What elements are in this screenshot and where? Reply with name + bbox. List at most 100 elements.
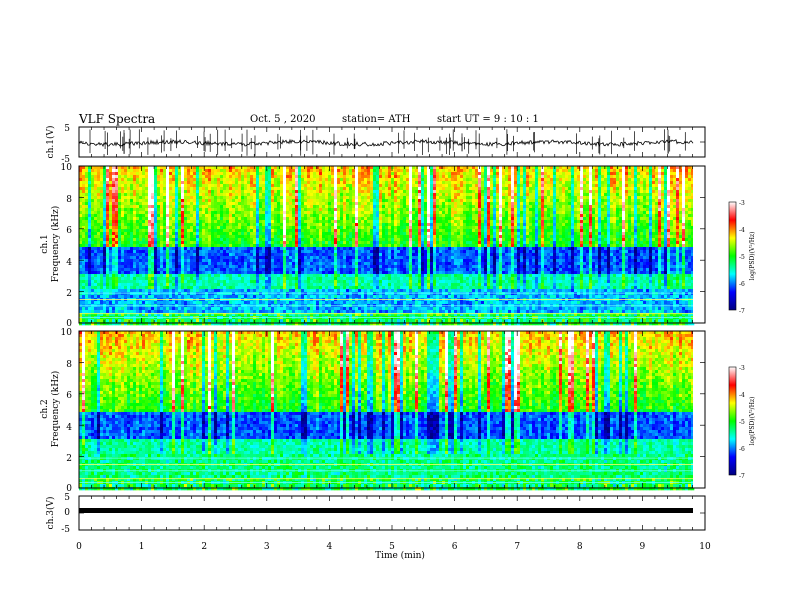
spectrogram-cell [307, 205, 310, 208]
spectrogram-cell [331, 232, 334, 235]
spectrogram-cell [262, 208, 265, 211]
spectrogram-cell [250, 211, 253, 214]
spectrogram-cell [577, 226, 580, 229]
spectrogram-cell [412, 181, 415, 184]
spectrogram-cell [463, 193, 466, 196]
spectrogram-cell [622, 175, 625, 178]
spectrogram-cell [217, 226, 220, 229]
spectrogram-cell [526, 199, 529, 202]
spectrogram-cell [529, 175, 532, 178]
spectrogram-cell [331, 235, 334, 238]
spectrogram-cell [214, 211, 217, 214]
spectrogram-cell [478, 220, 481, 223]
spectrogram-cell [556, 190, 559, 193]
spectrogram-cell [508, 169, 511, 172]
spectrogram-cell [415, 199, 418, 202]
spectrogram-cell [610, 184, 613, 187]
spectrogram-cell [586, 229, 589, 232]
spectrogram-cell [409, 214, 412, 217]
spectrogram-cell [631, 220, 634, 223]
spectrogram-cell [310, 223, 313, 226]
spectrogram-cell [232, 208, 235, 211]
spectrogram-cell [340, 229, 343, 232]
spectrogram-cell [307, 196, 310, 199]
spectrogram-cell [415, 226, 418, 229]
spectrogram-cell [328, 202, 331, 205]
spectrogram-cell [616, 229, 619, 232]
spectrogram-cell [493, 196, 496, 199]
spectrogram-cell [643, 172, 646, 175]
spectrogram-cell [220, 235, 223, 238]
spectrogram-cell [163, 169, 166, 172]
spectrogram-cell [556, 214, 559, 217]
spectrogram-cell [601, 175, 604, 178]
spectrogram-cell [262, 199, 265, 202]
spectrogram-cell [262, 232, 265, 235]
spectrogram-cell [484, 217, 487, 220]
spectrogram-cell [160, 226, 163, 229]
spectrogram-cell [307, 208, 310, 211]
spectrogram-cell [100, 223, 103, 226]
spectrogram-cell [196, 199, 199, 202]
spectrogram-cell [115, 235, 118, 238]
spectrogram-cell [352, 172, 355, 175]
spectrogram-cell [442, 229, 445, 232]
spectrogram-cell [223, 214, 226, 217]
spectrogram-cell [433, 196, 436, 199]
spectrogram-cell [112, 181, 115, 184]
spectrogram-cell [544, 172, 547, 175]
spectrogram-cell [337, 190, 340, 193]
spectrogram-cell [547, 178, 550, 181]
spectrogram-cell [421, 172, 424, 175]
spectrogram-cell [598, 175, 601, 178]
spectrogram-cell [448, 217, 451, 220]
spectrogram-cell [235, 169, 238, 172]
spectrogram-cell [295, 172, 298, 175]
spectrogram-cell [109, 184, 112, 187]
spectrogram-cell [379, 211, 382, 214]
spectrogram-cell [232, 187, 235, 190]
spectrogram-cell [628, 190, 631, 193]
spectrogram-cell [592, 190, 595, 193]
spectrogram-cell [214, 187, 217, 190]
spectrogram-cell [121, 214, 124, 217]
spectrogram-cell [409, 169, 412, 172]
spectrogram-cell [304, 172, 307, 175]
spectrogram-cell [562, 190, 565, 193]
spectrogram-cell [676, 229, 679, 232]
spectrogram-cell [82, 175, 85, 178]
spectrogram-cell [85, 172, 88, 175]
spectrogram-cell [682, 220, 685, 223]
spectrogram-cell [82, 217, 85, 220]
spectrogram-cell [127, 184, 130, 187]
spectrogram-cell [439, 175, 442, 178]
spectrogram-cell [601, 172, 604, 175]
spectrogram-cell [460, 214, 463, 217]
spectrogram-cell [262, 226, 265, 229]
spectrogram-cell [406, 196, 409, 199]
spectrogram-cell [364, 175, 367, 178]
spectrogram-cell [184, 199, 187, 202]
spectrogram-cell [583, 181, 586, 184]
spectrogram-cell [139, 187, 142, 190]
spectrogram-cell [211, 187, 214, 190]
spectrogram-cell [250, 193, 253, 196]
spectrogram-cell [214, 223, 217, 226]
spectrogram-cell [460, 223, 463, 226]
spectrogram-cell [196, 211, 199, 214]
spectrogram-cell [583, 184, 586, 187]
spectrogram-cell [385, 187, 388, 190]
spectrogram-cell [145, 178, 148, 181]
spectrogram-cell [520, 223, 523, 226]
spectrogram-cell [568, 169, 571, 172]
spectrogram-cell [121, 181, 124, 184]
spectrogram-cell [355, 190, 358, 193]
spectrogram-cell [220, 199, 223, 202]
spectrogram-cell [211, 208, 214, 211]
spectrogram-cell [679, 214, 682, 217]
spectrogram-cell [520, 202, 523, 205]
spectrogram-cell [337, 193, 340, 196]
spectrogram-cell [670, 205, 673, 208]
spectrogram-cell [106, 208, 109, 211]
spectrogram-cell [259, 205, 262, 208]
